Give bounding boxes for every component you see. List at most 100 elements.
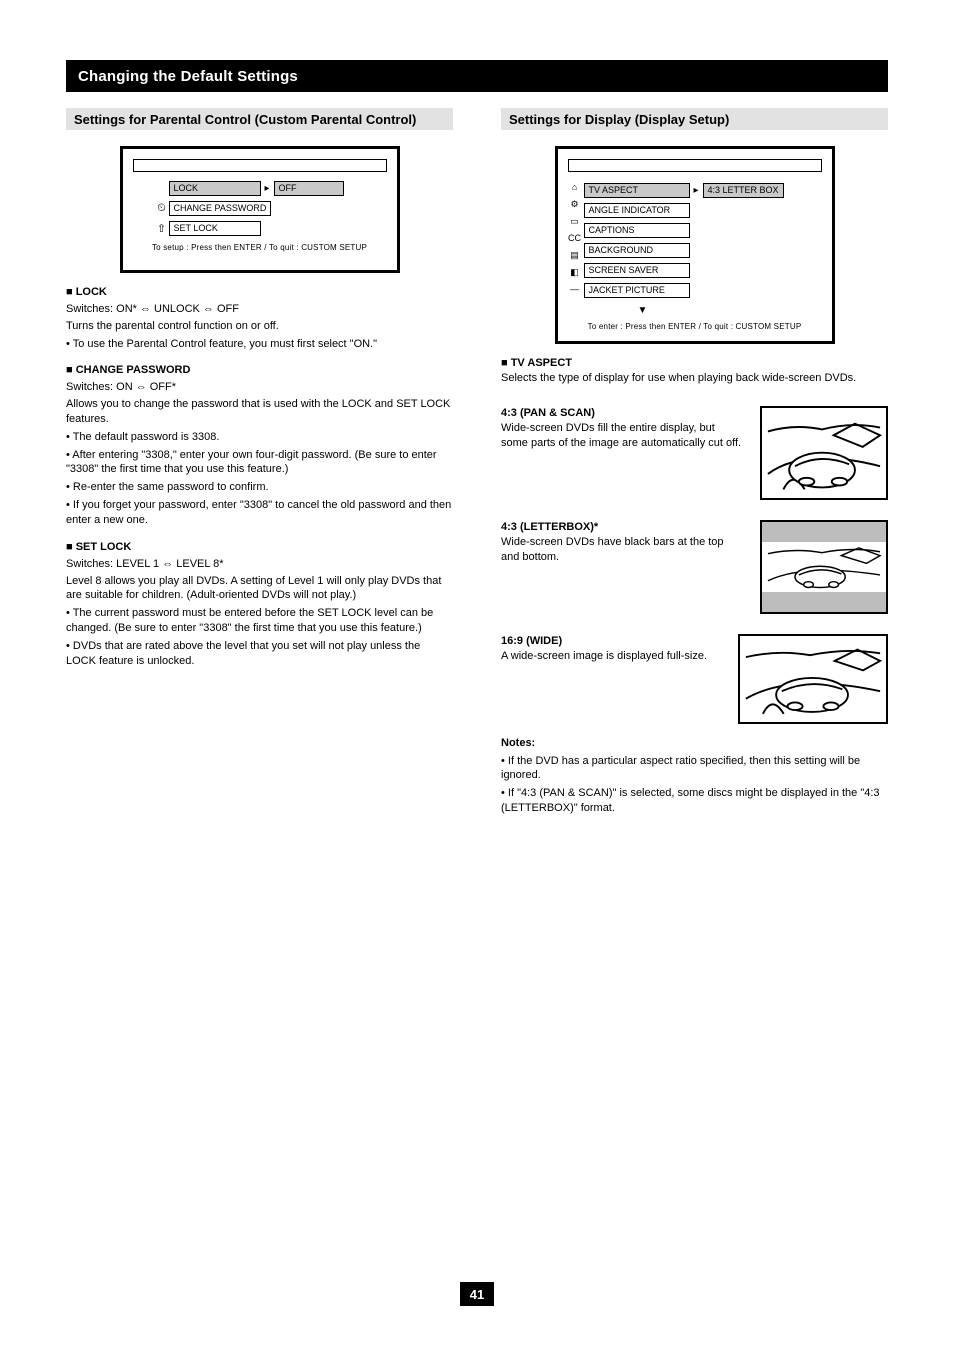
car-illustration-icon bbox=[766, 414, 882, 491]
tv-aspect-desc: Selects the type of display for use when… bbox=[501, 371, 888, 386]
tv-wide-ratio: 16:9 (WIDE) bbox=[501, 634, 720, 649]
display-row-background[interactable]: BACKGROUND bbox=[584, 241, 824, 259]
dash-icon: — bbox=[570, 281, 579, 297]
letterbox-top-bar bbox=[762, 522, 886, 542]
clock-icon: ⏲ bbox=[155, 202, 169, 215]
page: Changing the Default Settings Settings f… bbox=[0, 0, 954, 1346]
parental-menu-footer: To setup : Press then ENTER / To quit : … bbox=[131, 243, 389, 252]
right-column: Settings for Display (Display Setup) ⌂ ⚙… bbox=[501, 108, 888, 816]
display-angle-label: ANGLE INDICATOR bbox=[584, 203, 690, 218]
page-number: 41 bbox=[460, 1282, 494, 1306]
right-section-heading: Settings for Display (Display Setup) bbox=[501, 108, 888, 130]
tv-pan-desc: Wide-screen DVDs fill the entire display… bbox=[501, 421, 742, 452]
display-captions-label: CAPTIONS bbox=[584, 223, 690, 238]
chapter-title: Changing the Default Settings bbox=[78, 68, 298, 85]
notes-label: Notes: bbox=[501, 736, 888, 751]
chevron-right-icon: ▸ bbox=[265, 183, 270, 194]
parental-row-set-lock[interactable]: ⇧ SET LOCK bbox=[155, 219, 389, 237]
chevron-right-icon: ▸ bbox=[694, 185, 699, 196]
note-1-text: If "4:3 (PAN & SCAN)" is selected, some … bbox=[501, 787, 880, 814]
up-arrow-icon: ⇧ bbox=[155, 222, 169, 235]
display-menu-rows: TV ASPECT ▸ 4:3 LETTER BOX ANGLE INDICAT… bbox=[584, 179, 824, 301]
item-cp-label: ■ CHANGE PASSWORD bbox=[66, 363, 453, 378]
tv-item-wide: 16:9 (WIDE) A wide-screen image is displ… bbox=[501, 634, 888, 724]
notes-block: Notes: • If the DVD has a particular asp… bbox=[501, 736, 888, 816]
left-column: Settings for Parental Control (Custom Pa… bbox=[66, 108, 453, 816]
tv-pan-ratio: 4:3 (PAN & SCAN) bbox=[501, 406, 742, 421]
note-0: • If the DVD has a particular aspect rat… bbox=[501, 754, 888, 784]
letterbox-bottom-bar bbox=[762, 592, 886, 612]
right-section-text: Settings for Display (Display Setup) bbox=[509, 112, 729, 127]
item-cp-desc: Allows you to change the password that i… bbox=[66, 397, 453, 427]
car-illustration-icon bbox=[766, 544, 882, 590]
display-menu-footer: To enter : Press then ENTER / To quit : … bbox=[566, 322, 824, 331]
item-set-lock: ■ SET LOCK Switches: LEVEL 1 ⇔ LEVEL 8* … bbox=[66, 540, 453, 669]
tv-lb-frame bbox=[760, 520, 888, 614]
chevron-down-icon: ▼ bbox=[638, 305, 824, 316]
tv-pan-frame bbox=[760, 406, 888, 500]
two-columns: Settings for Parental Control (Custom Pa… bbox=[66, 108, 888, 816]
parental-row-lock[interactable]: LOCK ▸ OFF bbox=[155, 179, 389, 197]
display-row-jacket[interactable]: JACKET PICTURE bbox=[584, 281, 824, 299]
parental-set-lock-label: SET LOCK bbox=[169, 221, 261, 236]
chapter-title-bar: Changing the Default Settings bbox=[66, 60, 888, 92]
item-sl-bullet-0: • The current password must be entered b… bbox=[66, 606, 453, 636]
tv-lb-desc: Wide-screen DVDs have black bars at the … bbox=[501, 535, 742, 566]
tv-item-pan-scan: 4:3 (PAN & SCAN) Wide-screen DVDs fill t… bbox=[501, 406, 888, 500]
display-menu-icons: ⌂ ⚙ ▭ CC ▤ ◧ — bbox=[566, 179, 584, 301]
item-sl-desc: Level 8 allows you play all DVDs. A sett… bbox=[66, 574, 453, 604]
item-sl-switches-values: LEVEL 1 ⇔ LEVEL 8* bbox=[116, 558, 223, 570]
item-lock-label: ■ LOCK bbox=[66, 285, 453, 300]
note-0-text: If the DVD has a particular aspect ratio… bbox=[501, 755, 860, 782]
item-cp-switches-values: ON ⇔ OFF* bbox=[116, 381, 176, 393]
item-lock: ■ LOCK Switches: ON* ⇔ UNLOCK ⇔ OFF Turn… bbox=[66, 285, 453, 351]
note-1: • If "4:3 (PAN & SCAN)" is selected, som… bbox=[501, 786, 888, 816]
left-items: ■ LOCK Switches: ON* ⇔ UNLOCK ⇔ OFF Turn… bbox=[66, 285, 453, 669]
rect-icon: ▭ bbox=[570, 213, 579, 229]
item-lock-switches-pre: Switches: bbox=[66, 303, 116, 315]
house-icon: ⌂ bbox=[572, 179, 577, 195]
display-jacket-label: JACKET PICTURE bbox=[584, 283, 690, 298]
car-illustration-icon bbox=[744, 642, 882, 716]
item-cp-bullet-2: • Re-enter the same password to confirm. bbox=[66, 480, 453, 495]
display-menu-box: ⌂ ⚙ ▭ CC ▤ ◧ — TV ASPECT ▸ 4:3 LETTER BO… bbox=[555, 146, 835, 344]
parental-menu-rows: LOCK ▸ OFF ⏲ CHANGE PASSWORD ⇧ SET LOCK bbox=[131, 179, 389, 237]
gear-icon: ⚙ bbox=[570, 196, 578, 212]
tv-lb-ratio: 4:3 (LETTERBOX)* bbox=[501, 520, 742, 535]
display-tv-aspect-label: TV ASPECT bbox=[584, 183, 690, 198]
item-lock-bullet-0: • To use the Parental Control feature, y… bbox=[66, 337, 453, 352]
item-cp-switches: Switches: ON ⇔ OFF* bbox=[66, 380, 453, 395]
item-lock-desc: Turns the parental control function on o… bbox=[66, 319, 453, 334]
display-tv-aspect-value: 4:3 LETTER BOX bbox=[703, 183, 784, 198]
display-background-label: BACKGROUND bbox=[584, 243, 690, 258]
display-row-angle[interactable]: ANGLE INDICATOR bbox=[584, 201, 824, 219]
halfblock-icon: ◧ bbox=[570, 264, 579, 280]
item-lock-switches: Switches: ON* ⇔ UNLOCK ⇔ OFF bbox=[66, 302, 453, 317]
item-sl-switches: Switches: LEVEL 1 ⇔ LEVEL 8* bbox=[66, 557, 453, 572]
panel-icon: ▤ bbox=[570, 247, 579, 263]
parental-row-change-password[interactable]: ⏲ CHANGE PASSWORD bbox=[155, 199, 389, 217]
parental-lock-label: LOCK bbox=[169, 181, 261, 196]
item-cp-bullet-3: • If you forget your password, enter "33… bbox=[66, 498, 453, 528]
parental-menu-title-bar bbox=[133, 159, 387, 172]
item-cp-bullet-1: • After entering "3308," enter your own … bbox=[66, 448, 453, 478]
tv-aspect-block: ■ TV ASPECT Selects the type of display … bbox=[501, 356, 888, 386]
tv-aspect-label: ■ TV ASPECT bbox=[501, 356, 888, 371]
display-row-screensaver[interactable]: SCREEN SAVER bbox=[584, 261, 824, 279]
item-cp-switches-pre: Switches: bbox=[66, 381, 116, 393]
item-change-password: ■ CHANGE PASSWORD Switches: ON ⇔ OFF* Al… bbox=[66, 363, 453, 527]
tv-wide-frame bbox=[738, 634, 888, 724]
parental-menu-box: LOCK ▸ OFF ⏲ CHANGE PASSWORD ⇧ SET LOCK … bbox=[120, 146, 400, 273]
item-sl-switches-pre: Switches: bbox=[66, 558, 116, 570]
display-row-captions[interactable]: CAPTIONS bbox=[584, 221, 824, 239]
parental-lock-value: OFF bbox=[274, 181, 344, 196]
display-row-tv-aspect[interactable]: TV ASPECT ▸ 4:3 LETTER BOX bbox=[584, 181, 824, 199]
item-lock-switches-values: ON* ⇔ UNLOCK ⇔ OFF bbox=[116, 303, 239, 315]
display-menu-title-bar bbox=[568, 159, 822, 172]
display-screensaver-label: SCREEN SAVER bbox=[584, 263, 690, 278]
left-section-heading: Settings for Parental Control (Custom Pa… bbox=[66, 108, 453, 130]
cc-icon: CC bbox=[568, 230, 581, 246]
parental-change-password-label: CHANGE PASSWORD bbox=[169, 201, 272, 216]
item-sl-bullet-1: • DVDs that are rated above the level th… bbox=[66, 639, 453, 669]
tv-item-letterbox: 4:3 (LETTERBOX)* Wide-screen DVDs have b… bbox=[501, 520, 888, 614]
